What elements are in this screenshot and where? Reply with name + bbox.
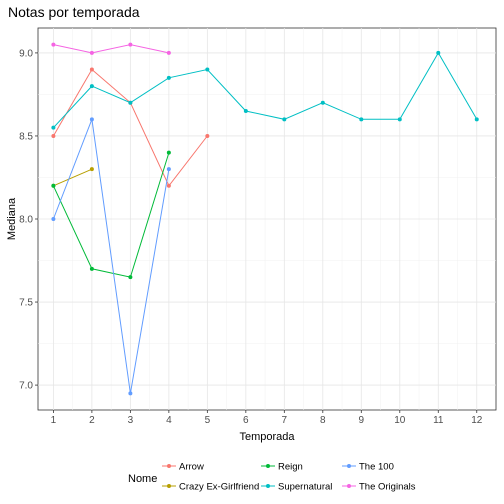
x-tick-label: 11: [433, 415, 444, 426]
data-point-arrow: [205, 133, 210, 138]
data-point-the-100: [89, 117, 94, 122]
data-point-arrow: [166, 183, 171, 188]
y-axis-title: Mediana: [6, 197, 18, 240]
legend-label-arrow: Arrow: [179, 462, 204, 473]
grid-major: [38, 28, 496, 410]
legend-key-point-the-100: [347, 464, 351, 468]
y-axis: 7.0 7.5 8.0 8.5 9.0: [19, 48, 38, 392]
data-point-supernatural: [243, 109, 248, 114]
y-tick-label: 7.0: [19, 381, 33, 392]
series-line-the-100: [52, 117, 170, 394]
data-point-supernatural: [320, 100, 325, 105]
y-tick-label: 8.0: [19, 215, 33, 226]
x-tick-label: 9: [359, 415, 365, 426]
series-line-the-originals: [53, 44, 170, 54]
data-point-supernatural: [205, 67, 210, 72]
legend-label-supernatural: Supernatural: [278, 482, 332, 493]
legend-key-point-crazy-ex-girlfriend: [167, 484, 171, 488]
legend-key-point-the-originals: [347, 484, 351, 488]
data-point-supernatural: [128, 100, 133, 105]
legend: Nome Arrow Crazy Ex-Girlfriend Reign Supern…: [128, 462, 416, 493]
data-point-the-100: [166, 167, 171, 172]
legend-key-point-arrow: [167, 464, 171, 468]
x-tick-label: 2: [89, 415, 95, 426]
data-point-the-originals: [51, 42, 56, 47]
data-point-the-originals: [128, 42, 133, 47]
y-tick-label: 8.5: [19, 131, 33, 142]
chart-title: Notas por temporada: [8, 4, 140, 20]
data-point-the-originals: [89, 50, 94, 55]
legend-label-the-originals: The Originals: [359, 482, 416, 493]
legend-key-point-supernatural: [266, 484, 270, 488]
x-tick-label: 6: [243, 415, 249, 426]
data-point-supernatural: [474, 117, 479, 122]
data-point-supernatural: [89, 84, 94, 89]
data-point-reign: [51, 183, 56, 188]
data-point-the-100: [51, 217, 56, 221]
series-line-supernatural: [53, 51, 478, 129]
x-tick-label: 4: [166, 415, 172, 426]
data-point-supernatural: [436, 50, 441, 55]
data-point-supernatural: [359, 117, 364, 122]
data-point-supernatural: [51, 125, 56, 130]
y-tick-label: 7.5: [19, 298, 33, 309]
data-point-supernatural: [397, 117, 402, 122]
x-tick-label: 5: [205, 415, 211, 426]
x-tick-label: 7: [282, 415, 288, 426]
legend-label-crazy-ex-girlfriend: Crazy Ex-Girlfriend: [179, 482, 259, 493]
data-point-supernatural: [282, 117, 287, 122]
x-axis-title: Temporada: [239, 431, 295, 443]
x-tick-label: 10: [394, 415, 406, 426]
data-point-crazy-ex-girlfriend: [89, 167, 94, 172]
data-point-the-originals: [166, 50, 171, 55]
data-point-the-100: [128, 391, 133, 396]
legend-title: Nome: [128, 473, 157, 485]
data-point-reign: [89, 266, 94, 271]
data-point-arrow: [89, 67, 94, 72]
data-point-arrow: [51, 133, 56, 138]
series-line-crazy-ex-girlfriend: [53, 168, 93, 187]
x-tick-label: 3: [128, 415, 134, 426]
legend-key-point-reign: [266, 464, 270, 468]
legend-label-the-100: The 100: [359, 462, 394, 473]
legend-label-reign: Reign: [278, 462, 303, 473]
series-layer: [51, 42, 479, 396]
y-tick-label: 9.0: [19, 48, 33, 59]
data-point-reign: [128, 275, 133, 280]
data-point-supernatural: [166, 75, 171, 80]
x-axis: 1 2 3 4 5 6 7 8 9 10 11 12: [51, 410, 483, 426]
data-point-reign: [166, 150, 171, 155]
x-tick-label: 8: [320, 415, 326, 426]
x-tick-label: 12: [471, 415, 483, 426]
x-tick-label: 1: [51, 415, 57, 426]
series-line-reign: [52, 152, 170, 278]
